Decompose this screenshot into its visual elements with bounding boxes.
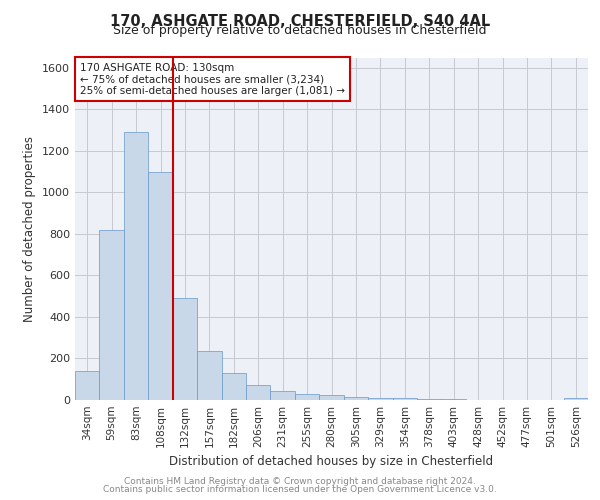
Bar: [368, 398, 392, 400]
Text: Size of property relative to detached houses in Chesterfield: Size of property relative to detached ho…: [113, 24, 487, 37]
Bar: [100, 230, 124, 400]
Bar: [148, 172, 173, 400]
Bar: [319, 395, 344, 400]
Bar: [246, 386, 271, 400]
Bar: [344, 397, 368, 400]
X-axis label: Distribution of detached houses by size in Chesterfield: Distribution of detached houses by size …: [169, 456, 494, 468]
Bar: [271, 390, 295, 400]
Bar: [563, 398, 588, 400]
Text: 170 ASHGATE ROAD: 130sqm
← 75% of detached houses are smaller (3,234)
25% of sem: 170 ASHGATE ROAD: 130sqm ← 75% of detach…: [80, 62, 345, 96]
Bar: [392, 398, 417, 400]
Bar: [124, 132, 148, 400]
Bar: [417, 399, 442, 400]
Bar: [197, 351, 221, 400]
Bar: [75, 371, 100, 400]
Bar: [221, 373, 246, 400]
Bar: [295, 394, 319, 400]
Text: 170, ASHGATE ROAD, CHESTERFIELD, S40 4AL: 170, ASHGATE ROAD, CHESTERFIELD, S40 4AL: [110, 14, 490, 29]
Text: Contains HM Land Registry data © Crown copyright and database right 2024.: Contains HM Land Registry data © Crown c…: [124, 477, 476, 486]
Bar: [173, 298, 197, 400]
Text: Contains public sector information licensed under the Open Government Licence v3: Contains public sector information licen…: [103, 484, 497, 494]
Y-axis label: Number of detached properties: Number of detached properties: [23, 136, 37, 322]
